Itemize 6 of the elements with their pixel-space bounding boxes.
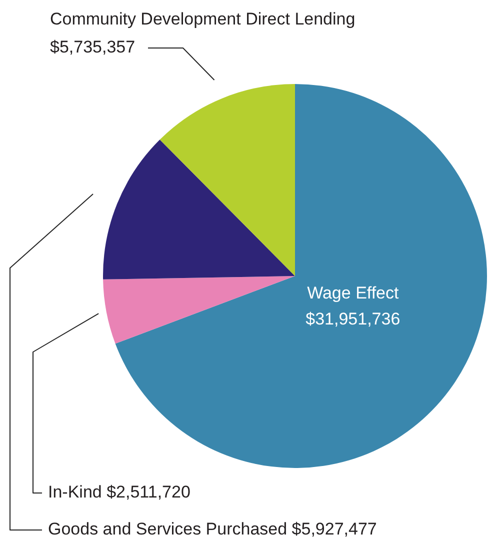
slice-label: Community Development Direct Lending	[50, 10, 356, 29]
slice-label: Wage Effect	[307, 284, 399, 303]
data-label: $31,951,736	[306, 310, 400, 329]
data-label: $5,735,357	[50, 38, 136, 57]
slice-label: Goods and Services Purchased $5,927,477	[48, 520, 377, 539]
slice-label: In-Kind $2,511,720	[48, 482, 190, 502]
